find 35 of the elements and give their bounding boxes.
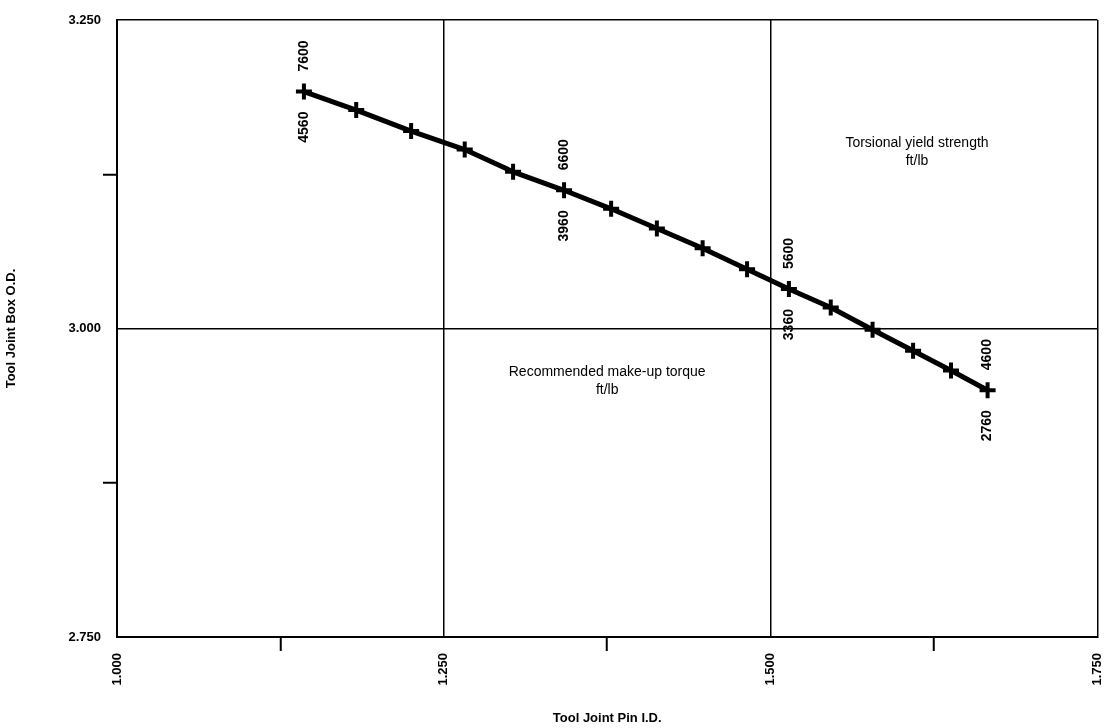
y-tick-label: 3.250 <box>68 11 101 27</box>
y-axis-title: Tool Joint Box O.D. <box>3 268 19 389</box>
x-tick-label: 1.750 <box>1088 653 1104 686</box>
x-tick-label: 1.000 <box>108 653 124 686</box>
point <box>692 238 713 259</box>
annotation: 4560 <box>294 111 311 143</box>
annotation: 7600 <box>294 40 311 72</box>
point <box>346 100 367 121</box>
point <box>503 161 524 182</box>
point <box>820 297 841 318</box>
point <box>862 319 883 340</box>
annotation: Recommended make-up torque ft/lb <box>508 362 706 397</box>
point <box>778 279 799 300</box>
annotation: 2760 <box>978 410 995 442</box>
y-tick-label: 2.750 <box>68 628 101 644</box>
annotation: 3960 <box>554 210 571 242</box>
point <box>601 198 622 219</box>
annotation: Torsional yield strength ft/lb <box>845 134 989 169</box>
point <box>401 121 422 142</box>
point <box>903 340 924 361</box>
y-tick-label: 3.000 <box>68 320 101 336</box>
point <box>646 218 667 239</box>
x-tick-label: 1.250 <box>435 653 451 686</box>
annotation: 6600 <box>554 138 571 171</box>
point <box>293 81 314 102</box>
point <box>940 360 961 381</box>
point <box>737 259 758 280</box>
point <box>454 139 475 160</box>
annotation: 3360 <box>779 308 796 341</box>
point <box>554 180 575 201</box>
point <box>977 380 998 401</box>
annotation: 5600 <box>779 237 796 270</box>
x-tick-label: 1.500 <box>762 653 778 686</box>
annotation: 4600 <box>978 338 995 371</box>
x-axis-title: Tool Joint Pin I.D. <box>552 709 662 725</box>
